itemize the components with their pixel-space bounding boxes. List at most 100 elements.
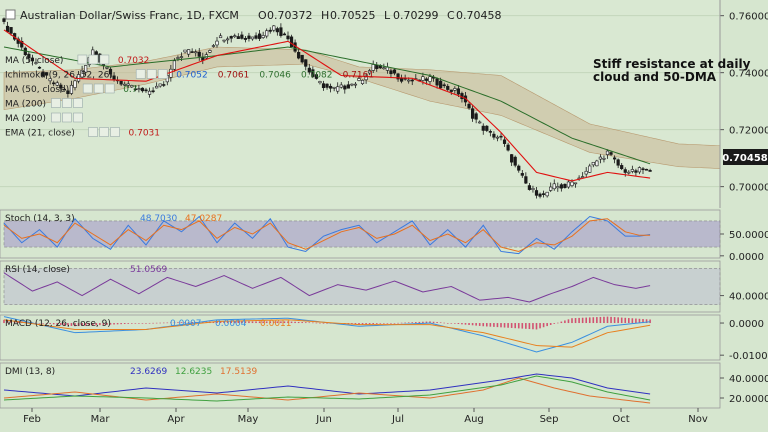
candle-body xyxy=(155,85,159,89)
settings-icon[interactable] xyxy=(62,98,72,108)
macd-panel[interactable]: 0.0000 -0.0100 MACD (12, 26, close, 9) 0.00… xyxy=(0,314,768,362)
macd-histogram-bar xyxy=(425,321,428,324)
macd-histogram-bar xyxy=(574,318,577,324)
eye-icon[interactable] xyxy=(77,54,88,65)
candle-body xyxy=(439,80,443,89)
settings-icon[interactable] xyxy=(146,69,157,79)
candle-body xyxy=(602,157,606,160)
candle-body xyxy=(382,67,386,70)
candle-body xyxy=(612,157,617,160)
eye-icon[interactable] xyxy=(51,98,61,108)
macd-histogram-bar xyxy=(166,322,169,324)
macd-histogram-bar xyxy=(106,323,108,325)
macd-histogram-bar xyxy=(134,323,137,324)
candle-body xyxy=(570,181,574,186)
collapse-icon[interactable] xyxy=(5,9,16,20)
candle-body xyxy=(314,74,319,79)
candle-body xyxy=(573,182,578,185)
candle-body xyxy=(616,159,620,166)
candle-body xyxy=(187,49,191,55)
candle-body xyxy=(321,83,326,89)
candle-body xyxy=(169,68,173,78)
eye-icon[interactable] xyxy=(51,112,61,123)
ohlc-value: 0.70525 xyxy=(330,9,376,22)
chart-header: Australian Dollar/Swiss Franc, 1D, FXCM … xyxy=(5,9,502,22)
panel-tick-label: -0.0100 xyxy=(729,351,768,362)
x-tick-label: Nov xyxy=(688,414,708,425)
macd-histogram-bar xyxy=(539,323,541,329)
macd-histogram-bar xyxy=(507,323,509,328)
macd-histogram-bar xyxy=(383,323,385,324)
candle-body xyxy=(147,90,152,95)
rsi-panel[interactable]: 40.0000 RSI (14, close) 51.0569 xyxy=(0,260,768,313)
macd-histogram-bar xyxy=(450,323,453,324)
candle-body xyxy=(226,38,230,41)
chart-title: Australian Dollar/Swiss Franc, 1D, FXCM xyxy=(20,9,239,22)
settings-icon[interactable] xyxy=(99,127,109,137)
candle-body xyxy=(520,173,524,176)
settings-icon[interactable] xyxy=(88,54,99,65)
macd-histogram-bar xyxy=(599,316,602,324)
macd-histogram-bar xyxy=(585,317,587,324)
candle-body xyxy=(410,79,414,82)
close-icon[interactable] xyxy=(104,83,115,94)
indicator-label: MA (50, close) xyxy=(5,85,69,95)
candle-body xyxy=(470,108,475,119)
candle-body xyxy=(84,65,88,73)
candle-body xyxy=(37,66,42,69)
price-panel[interactable] xyxy=(0,0,720,208)
macd-histogram-bar xyxy=(63,323,66,326)
candle-body xyxy=(140,87,145,92)
candle-body xyxy=(421,76,425,81)
close-icon[interactable] xyxy=(73,98,83,108)
candle-body xyxy=(502,139,507,144)
panel-value: 48.7030 xyxy=(140,214,177,224)
macd-histogram-bar xyxy=(244,321,247,324)
macd-histogram-bar xyxy=(404,322,406,324)
candle-body xyxy=(453,88,457,91)
indicator-value: 0.7061 xyxy=(218,71,250,81)
macd-histogram-bar xyxy=(535,323,538,330)
dmi-minus-line xyxy=(3,377,651,404)
indicator-value: 0.7031 xyxy=(129,129,161,139)
macd-histogram-bar xyxy=(567,319,570,324)
settings-icon[interactable] xyxy=(93,83,104,94)
eye-icon[interactable] xyxy=(135,69,146,79)
x-tick-label: Feb xyxy=(23,414,41,425)
close-icon[interactable] xyxy=(110,127,120,137)
candle-body xyxy=(538,193,542,197)
macd-histogram-bar xyxy=(361,323,364,325)
macd-histogram-bar xyxy=(415,322,417,324)
candle-body xyxy=(137,88,141,90)
indicator-label: Ichimoku (9, 26, 52, 26) xyxy=(5,71,113,81)
indicator-label: MA (5, close) xyxy=(5,56,63,66)
close-icon[interactable] xyxy=(157,69,168,79)
dmi-panel[interactable]: 40.0000 20.0000 DMI (13, 8) 23.6269 12.6235 1… xyxy=(0,362,768,409)
close-icon[interactable] xyxy=(73,112,83,123)
macd-histogram-bar xyxy=(35,322,37,324)
macd-histogram-bar xyxy=(241,321,243,324)
macd-histogram-bar xyxy=(439,322,442,324)
adx-line xyxy=(3,375,651,402)
candle-body xyxy=(279,27,283,36)
candle-body xyxy=(218,35,223,39)
macd-histogram-bar xyxy=(74,323,76,327)
annotation: Stiff resistance at daily cloud and 50-D… xyxy=(593,57,751,84)
eye-icon[interactable] xyxy=(88,127,98,137)
stoch-panel[interactable]: 50.0000 0.0000 Stoch (14, 3, 3) 48.7030 47.0… xyxy=(0,209,768,263)
candle-body xyxy=(190,51,194,53)
eye-icon[interactable] xyxy=(82,83,93,94)
macd-histogram-bar xyxy=(596,317,598,324)
candle-body xyxy=(637,167,642,173)
macd-histogram-bar xyxy=(606,316,609,324)
macd-histogram-bar xyxy=(443,322,445,324)
candle-body xyxy=(289,36,294,48)
candle-body xyxy=(648,170,652,172)
macd-histogram-bar xyxy=(60,323,62,325)
macd-histogram-bar xyxy=(358,323,360,325)
close-icon[interactable] xyxy=(99,54,110,65)
candle-body xyxy=(123,83,127,86)
candle-body xyxy=(336,86,340,92)
settings-icon[interactable] xyxy=(62,112,72,123)
